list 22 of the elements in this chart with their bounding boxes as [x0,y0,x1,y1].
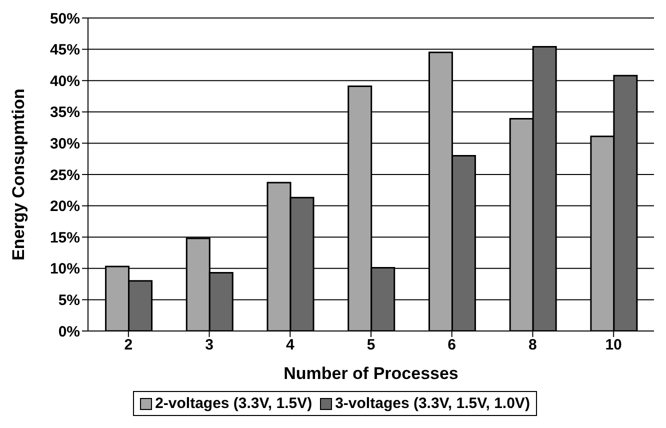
y-tick-label: 20% [50,198,80,216]
y-tick-label: 0% [58,323,80,340]
y-tick-label: 30% [50,136,80,153]
y-tick-label: 5% [58,292,80,310]
x-tick-label: 8 [528,336,537,354]
x-tick-label: 4 [286,336,295,354]
y-tick-label: 15% [50,229,80,246]
y-tick-label: 10% [50,260,80,278]
y-axis-title: Energy Consupmtion [9,88,28,260]
x-axis-title: Number of Processes [284,364,458,383]
legend-label: 2-voltages (3.3V, 1.5V) [154,395,312,412]
y-tick-label: 50% [50,10,80,28]
x-tick-label: 3 [205,336,214,354]
x-tick-label: 5 [366,336,376,354]
x-tick-label: 10 [605,336,622,354]
y-tick-label: 45% [50,42,80,59]
y-tick-label: 25% [50,166,80,184]
x-tick-label: 6 [448,336,456,354]
x-tick-label: 2 [124,336,133,354]
legend-label: 3-voltages (3.3V, 1.5V, 1.0V) [334,395,530,412]
y-tick-label: 40% [50,72,80,90]
y-tick-label: 35% [50,104,80,122]
